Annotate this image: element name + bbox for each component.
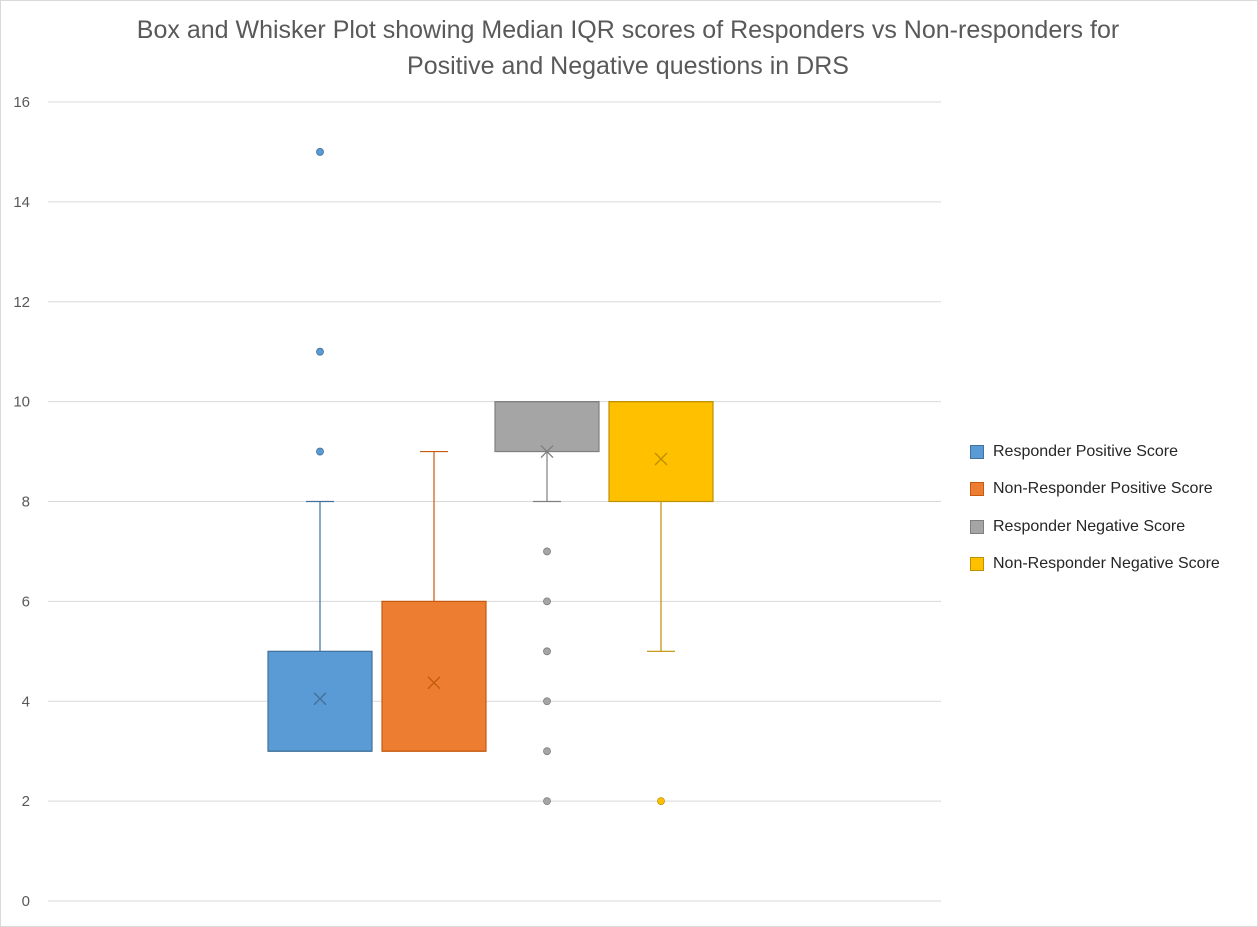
y-tick-label-16: 16 [13, 94, 30, 111]
responder-positive-score-outlier-11 [316, 347, 324, 356]
legend-item-responder-negative-score: Responder Negative Score [970, 508, 1220, 546]
legend-label-responder-positive-score: Responder Positive Score [993, 442, 1178, 460]
chart-title: Box and Whisker Plot showing Median IQR … [0, 12, 1256, 84]
legend-label-responder-negative-score: Responder Negative Score [993, 517, 1186, 535]
y-tick-label-10: 10 [13, 394, 30, 411]
y-tick-label-8: 8 [22, 494, 30, 511]
responder-negative-score-mean-marker-b [540, 445, 554, 459]
legend-swatch-non-responder-positive-score [970, 482, 984, 497]
legend-item-non-responder-positive-score: Non-Responder Positive Score [970, 471, 1220, 509]
responder-negative-score-box [494, 401, 600, 453]
non-responder-negative-score-box [608, 401, 714, 503]
responder-positive-score-box [267, 650, 373, 752]
responder-negative-score-outlier-2 [543, 797, 551, 806]
responder-positive-score-outlier-15 [316, 148, 324, 156]
responder-negative-score-outlier-5 [543, 647, 551, 656]
responder-negative-score-outlier-7 [543, 547, 551, 556]
legend-label-non-responder-negative-score: Non-Responder Negative Score [993, 555, 1220, 573]
legend-swatch-responder-positive-score [970, 444, 984, 459]
responder-negative-score-outlier-4 [543, 697, 551, 706]
non-responder-negative-score-outlier-2 [657, 797, 665, 806]
non-responder-positive-score-box [381, 600, 487, 752]
chart-legend: Responder Positive Score Non-Responder Po… [970, 433, 1220, 583]
chart-title-line-1: Box and Whisker Plot showing Median IQR … [136, 16, 1120, 44]
legend-item-non-responder-negative-score: Non-Responder Negative Score [970, 546, 1220, 584]
responder-negative-score-outlier-3 [543, 747, 551, 756]
legend-swatch-responder-negative-score [970, 519, 984, 534]
legend-item-responder-positive-score: Responder Positive Score [970, 433, 1220, 471]
legend-swatch-non-responder-negative-score [970, 557, 984, 572]
y-tick-label-0: 0 [22, 893, 30, 910]
non-responder-positive-score-mean-marker-b [427, 676, 441, 690]
y-tick-label-4: 4 [22, 693, 30, 710]
legend-label-non-responder-positive-score: Non-Responder Positive Score [993, 480, 1213, 498]
y-tick-label-12: 12 [13, 294, 30, 311]
y-tick-label-14: 14 [13, 194, 30, 211]
chart-title-line-2: Positive and Negative questions in DRS [407, 52, 849, 80]
y-tick-label-2: 2 [22, 793, 30, 810]
responder-negative-score-outlier-6 [543, 597, 551, 606]
y-tick-label-6: 6 [22, 593, 30, 610]
non-responder-negative-score-mean-marker-b [654, 452, 668, 466]
responder-positive-score-mean-marker-b [313, 692, 327, 706]
responder-positive-score-outlier-9 [316, 447, 324, 456]
